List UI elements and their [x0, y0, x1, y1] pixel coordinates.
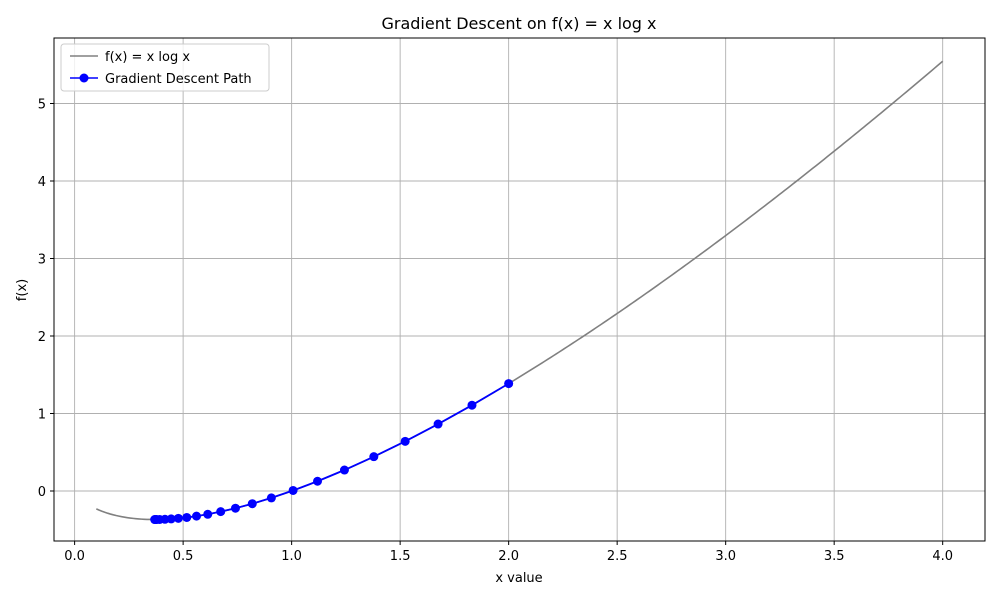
y-tick-label: 3: [38, 252, 46, 267]
x-tick-label: 4.0: [932, 549, 953, 564]
x-tick-label: 2.5: [607, 549, 628, 564]
legend-label-path: Gradient Descent Path: [105, 72, 252, 87]
plot-frame: [53, 37, 986, 542]
path-point: [192, 511, 202, 521]
path-point: [230, 503, 240, 513]
path-point: [173, 513, 183, 523]
path-point: [339, 465, 349, 475]
x-tick-label: 3.0: [715, 549, 736, 564]
chart-title: Gradient Descent on f(x) = x log x: [381, 14, 656, 33]
path-point: [216, 507, 226, 517]
path-point: [150, 515, 160, 525]
x-tick-label: 2.0: [498, 549, 519, 564]
path-point: [369, 452, 379, 462]
x-tick-label: 0.5: [173, 549, 194, 564]
path-point: [433, 419, 443, 429]
path-point: [504, 379, 514, 389]
y-tick-label: 5: [38, 97, 46, 112]
x-tick-label: 3.5: [824, 549, 845, 564]
legend-label-curve: f(x) = x log x: [105, 50, 190, 65]
path-point: [247, 499, 257, 509]
path-point: [266, 493, 276, 503]
y-tick-label: 4: [38, 175, 46, 190]
y-tick-label: 1: [38, 408, 46, 423]
path-point: [400, 436, 410, 446]
y-tick-label: 0: [38, 485, 46, 500]
x-axis-label: x value: [495, 571, 542, 586]
path-layer: [150, 379, 514, 525]
path-point: [467, 400, 477, 410]
path-point: [203, 509, 213, 519]
path-point: [313, 476, 323, 486]
x-tick-label: 1.0: [281, 549, 302, 564]
y-tick-label: 2: [38, 330, 46, 345]
x-tick-label: 0.0: [64, 549, 85, 564]
y-axis-label: f(x): [15, 279, 30, 301]
legend-swatch-path-marker: [79, 73, 89, 83]
path-point: [182, 512, 192, 522]
grid: [54, 38, 985, 541]
x-tick-label: 1.5: [390, 549, 411, 564]
legend: f(x) = x log x Gradient Descent Path: [60, 43, 270, 92]
y-ticks: 0 1 2 3 4 5: [38, 97, 54, 500]
legend-box: [60, 43, 270, 92]
x-ticks: 0.0 0.5 1.0 1.5 2.0 2.5 3.0 3.5 4.0: [64, 541, 953, 564]
path-point: [288, 485, 298, 495]
